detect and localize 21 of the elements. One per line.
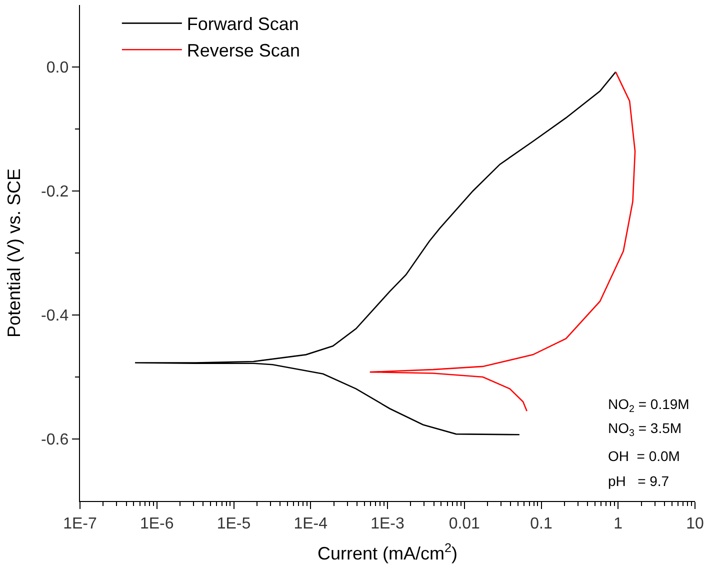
annotation: NO$_{2}$ = 0.19M (608, 396, 690, 415)
x-tick-label: 0.01 (448, 515, 480, 532)
x-tick-label: 1E-7 (63, 515, 97, 532)
annotation: OH = 0.0M (608, 448, 680, 464)
legend-label: Reverse Scan (186, 40, 300, 61)
x-tick-label: 1 (614, 515, 623, 532)
x-tick-label: 1E-3 (370, 515, 404, 532)
x-axis-title: Current (mA/cm$^{2}$) (317, 540, 458, 564)
y-tick-label: -0.2 (41, 184, 69, 201)
y-tick-label: 0.0 (46, 60, 69, 77)
x-tick-label: 1E-5 (216, 515, 251, 532)
y-tick-label: -0.6 (41, 432, 69, 449)
y-tick-label: -0.4 (41, 308, 69, 325)
x-tick-label: 1E-4 (294, 515, 328, 532)
y-axis-title: Potential (V) vs. SCE (4, 168, 24, 338)
annotation: NO$_{3}$ = 3.5M (608, 420, 682, 439)
x-tick-label: 0.1 (530, 515, 552, 532)
annotation: pH = 9.7 (608, 473, 670, 489)
x-tick-label: 10 (686, 515, 704, 532)
x-tick-label: 1E-6 (140, 515, 174, 532)
legend-label: Forward Scan (186, 14, 299, 34)
